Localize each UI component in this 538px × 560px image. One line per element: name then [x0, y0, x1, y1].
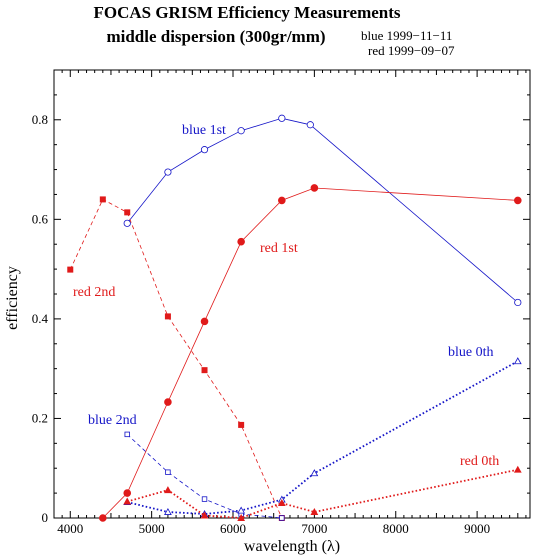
y-tick-label: 0.4 [32, 311, 49, 326]
series-line-red-1st [102, 187, 518, 519]
data-point [237, 513, 246, 521]
data-point [237, 506, 246, 514]
series-line-blue-1st [126, 117, 519, 303]
data-point [513, 196, 522, 205]
data-point [513, 465, 522, 473]
data-point [279, 515, 285, 521]
data-point [310, 508, 319, 515]
series-line-red-0th [126, 468, 518, 519]
data-point [123, 497, 132, 505]
data-point [310, 184, 319, 192]
data-point [164, 313, 171, 320]
annotation-red-2nd: red 2nd [73, 285, 115, 300]
annotation-blue-2nd: blue 2nd [88, 413, 137, 428]
series-red-2nd [67, 196, 285, 522]
data-point [201, 496, 208, 502]
plot-frame [53, 69, 531, 519]
series-red-0th [123, 465, 522, 521]
x-tick-label: 8000 [383, 521, 409, 536]
chart-title-line1: FOCAS GRISM Efficiency Measurements [93, 3, 400, 22]
data-point [123, 489, 132, 497]
data-point [237, 237, 245, 246]
data-point [165, 469, 171, 475]
data-point [513, 357, 522, 365]
series-blue-1st [123, 114, 522, 307]
data-point [200, 511, 209, 519]
annotation-blue-0th: blue 0th [448, 345, 494, 360]
data-point [164, 508, 172, 515]
red-date-label: red 1999−09−07 [368, 43, 455, 58]
x-axis-label: wavelength (λ) [244, 538, 340, 555]
series-layer [67, 114, 522, 522]
y-axis-label: efficiency [4, 266, 21, 330]
data-point [200, 146, 209, 154]
data-point [238, 421, 245, 428]
annotation-red-1st: red 1st [260, 241, 298, 256]
axis-ticks: 4000 5000 6000 7000 8000 9000 0 0.2 0.4 0.6 0.8 [32, 70, 530, 536]
data-point [514, 298, 522, 307]
data-point [67, 266, 74, 273]
chart-title-line2: middle dispersion (300gr/mm) [106, 27, 325, 46]
data-point [99, 196, 106, 203]
data-point [124, 431, 130, 438]
y-tick-label: 0.8 [32, 112, 48, 127]
data-point [278, 196, 286, 205]
data-point [123, 219, 131, 227]
x-tick-label: 9000 [464, 521, 490, 536]
data-point [99, 514, 107, 522]
series-blue-0th [123, 357, 522, 517]
x-tick-label: 6000 [220, 521, 246, 536]
y-tick-label: 0 [42, 510, 49, 525]
data-point [277, 499, 286, 507]
annotation-blue-1st: blue 1st [182, 123, 226, 138]
data-point [306, 121, 314, 129]
x-tick-label: 4000 [57, 521, 83, 536]
data-point [201, 367, 208, 374]
data-point [124, 209, 131, 216]
series-line-blue-0th [126, 360, 519, 515]
y-tick-label: 0.6 [32, 211, 49, 226]
data-point [278, 114, 286, 122]
series-red-1st [99, 184, 522, 522]
data-point [237, 127, 245, 135]
data-point [310, 469, 319, 477]
annotation-red-0th: red 0th [460, 454, 499, 469]
x-tick-label: 7000 [301, 521, 327, 536]
data-point [164, 398, 172, 406]
data-point [164, 168, 172, 176]
data-point [164, 486, 172, 494]
blue-date-label: blue 1999−11−11 [361, 28, 452, 43]
series-line-red-2nd [69, 198, 283, 519]
y-tick-label: 0.2 [32, 410, 48, 425]
x-tick-label: 5000 [139, 521, 165, 536]
data-point [200, 317, 209, 326]
